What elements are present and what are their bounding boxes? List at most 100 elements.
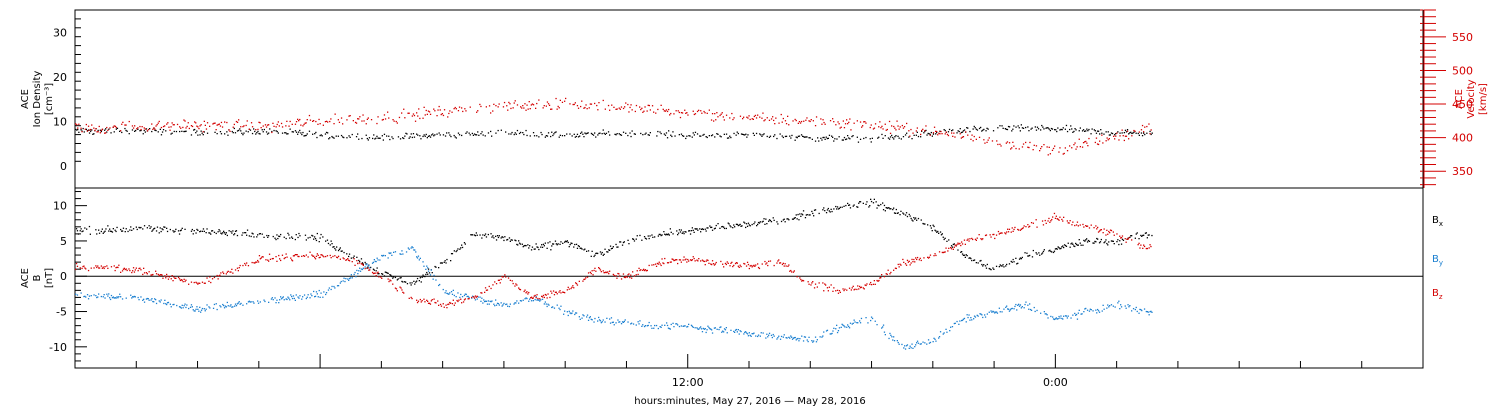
data-point [544, 136, 546, 138]
data-point [465, 132, 467, 134]
data-point [939, 130, 941, 132]
data-point [80, 127, 82, 129]
density-series [75, 124, 1153, 143]
data-point [161, 228, 163, 230]
data-point [580, 105, 582, 108]
data-point [427, 302, 430, 304]
data-point [607, 131, 610, 133]
data-point [431, 134, 433, 136]
data-point [172, 124, 174, 126]
data-point [397, 136, 400, 138]
data-point [342, 280, 344, 282]
data-point [272, 122, 274, 124]
data-point [463, 242, 466, 244]
data-point [202, 228, 205, 230]
data-point [865, 136, 867, 139]
data-point [1040, 312, 1042, 314]
data-point [1013, 228, 1015, 231]
data-point [251, 232, 253, 234]
data-point [1053, 212, 1056, 215]
data-point [1076, 244, 1079, 246]
data-point [1018, 258, 1021, 260]
data-point [532, 104, 535, 106]
data-point [835, 328, 837, 330]
data-point [590, 318, 592, 320]
data-point [829, 333, 831, 335]
data-point [738, 266, 740, 268]
data-point [1146, 247, 1148, 250]
data-point [382, 118, 384, 121]
data-point [556, 244, 558, 246]
data-point [158, 232, 160, 234]
data-point [648, 104, 650, 107]
data-point [180, 127, 182, 129]
data-point [1114, 306, 1116, 308]
data-point [564, 100, 566, 102]
data-point [551, 108, 553, 110]
data-point [165, 277, 167, 279]
data-point [325, 255, 327, 258]
data-point [798, 340, 800, 342]
data-point [238, 301, 240, 303]
data-point [889, 132, 892, 134]
data-point [733, 132, 735, 135]
data-point [325, 120, 328, 122]
data-point [546, 297, 548, 299]
data-point [442, 303, 444, 305]
data-point [281, 126, 284, 128]
data-point [1049, 249, 1051, 251]
data-point [291, 236, 293, 238]
data-point [76, 124, 78, 126]
data-point [711, 260, 714, 262]
data-point [601, 251, 603, 254]
data-point [1042, 224, 1045, 226]
data-point [242, 134, 244, 136]
data-point [449, 134, 451, 136]
data-point [796, 137, 798, 139]
data-point [226, 301, 228, 304]
data-point [1091, 128, 1093, 130]
data-point [1139, 308, 1141, 311]
data-point [1080, 313, 1082, 315]
data-point [1017, 262, 1019, 264]
data-point [78, 131, 80, 133]
data-point [104, 266, 106, 268]
data-point [225, 306, 227, 308]
data-point [920, 259, 922, 262]
data-point [1105, 239, 1107, 241]
data-point [340, 117, 343, 119]
data-point [88, 225, 91, 228]
data-point [1034, 310, 1036, 313]
data-point [193, 129, 195, 131]
data-point [155, 302, 158, 305]
data-point [530, 249, 533, 251]
data-point [1030, 128, 1032, 130]
data-point [848, 121, 850, 123]
data-point [594, 254, 596, 256]
data-point [1040, 147, 1042, 150]
data-point [600, 322, 602, 324]
data-point [798, 219, 800, 221]
data-point [198, 310, 200, 312]
data-point [378, 137, 380, 139]
data-point [598, 267, 601, 270]
data-point [206, 304, 208, 306]
data-point [133, 271, 136, 273]
data-point [321, 135, 323, 137]
data-point [651, 327, 653, 329]
data-point [958, 130, 960, 133]
data-point [1098, 230, 1101, 232]
data-point [632, 238, 634, 240]
data-point [853, 289, 855, 291]
data-point [938, 251, 941, 253]
data-point [1035, 129, 1038, 131]
data-point [387, 272, 389, 274]
data-point [1082, 142, 1085, 144]
data-point [793, 270, 795, 272]
data-point [896, 340, 898, 342]
data-point [407, 112, 409, 114]
data-point [869, 283, 871, 285]
data-point [338, 121, 341, 123]
data-point [1022, 227, 1024, 229]
data-point [557, 105, 559, 108]
